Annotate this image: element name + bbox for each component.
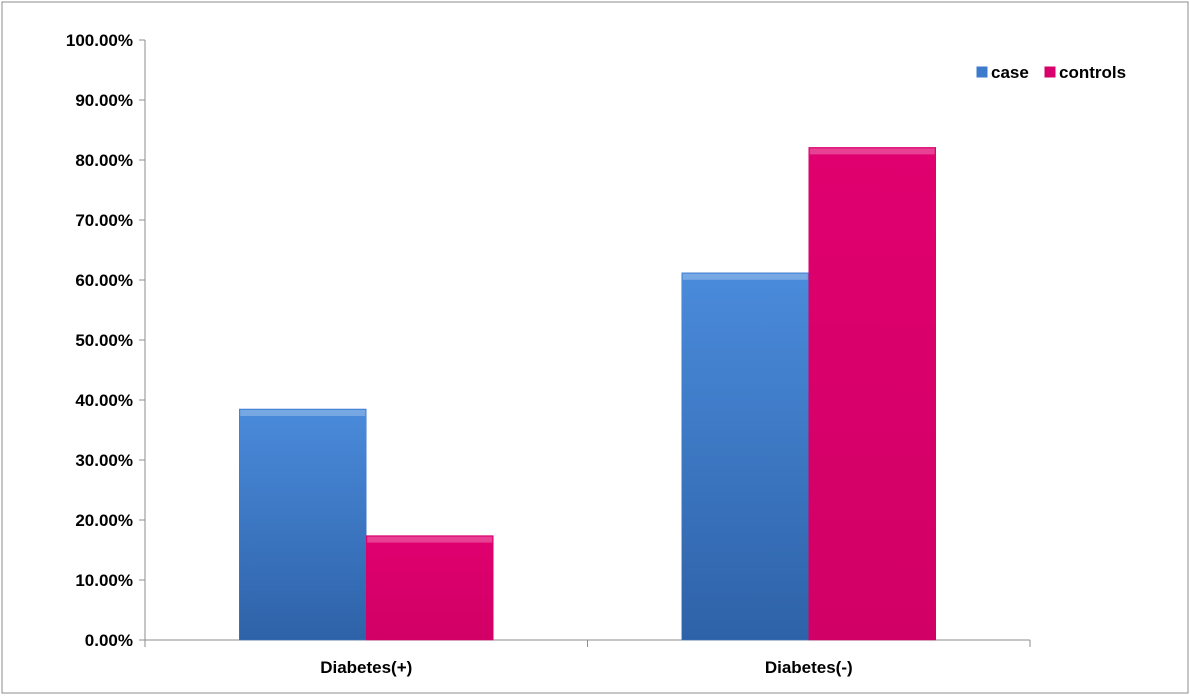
x-category-label: Diabetes(-)	[765, 658, 853, 677]
y-tick-label: 0.00%	[85, 631, 133, 650]
y-tick-label: 20.00%	[75, 511, 133, 530]
legend-label-controls: controls	[1059, 63, 1126, 82]
x-category-label: Diabetes(+)	[320, 658, 412, 677]
bar-case-0	[239, 408, 367, 641]
bar-bevel	[367, 536, 493, 543]
legend-label-case: case	[991, 63, 1029, 82]
bar-bevel	[240, 410, 366, 416]
y-tick-label: 100.00%	[66, 31, 133, 50]
y-tick-label: 60.00%	[75, 271, 133, 290]
legend-swatch-case	[975, 65, 989, 79]
y-tick-label: 80.00%	[75, 151, 133, 170]
bar-case-1	[681, 272, 809, 641]
y-tick-label: 40.00%	[75, 391, 133, 410]
y-tick-label: 90.00%	[75, 91, 133, 110]
bar-bevel	[809, 148, 935, 155]
y-tick-label: 30.00%	[75, 451, 133, 470]
y-tick-label: 10.00%	[75, 571, 133, 590]
bar-bevel	[682, 273, 808, 280]
legend: case controls	[975, 63, 1126, 82]
y-axis: 0.00% 10.00% 20.00% 30.00% 40.00% 50.00% 60.00…	[66, 31, 146, 650]
y-tick-label: 70.00%	[75, 211, 133, 230]
y-tick-label: 50.00%	[75, 331, 133, 350]
bar-controls-0	[366, 535, 494, 641]
legend-swatch-controls	[1043, 65, 1057, 79]
bar-controls-1	[808, 147, 936, 641]
bars	[239, 147, 936, 641]
